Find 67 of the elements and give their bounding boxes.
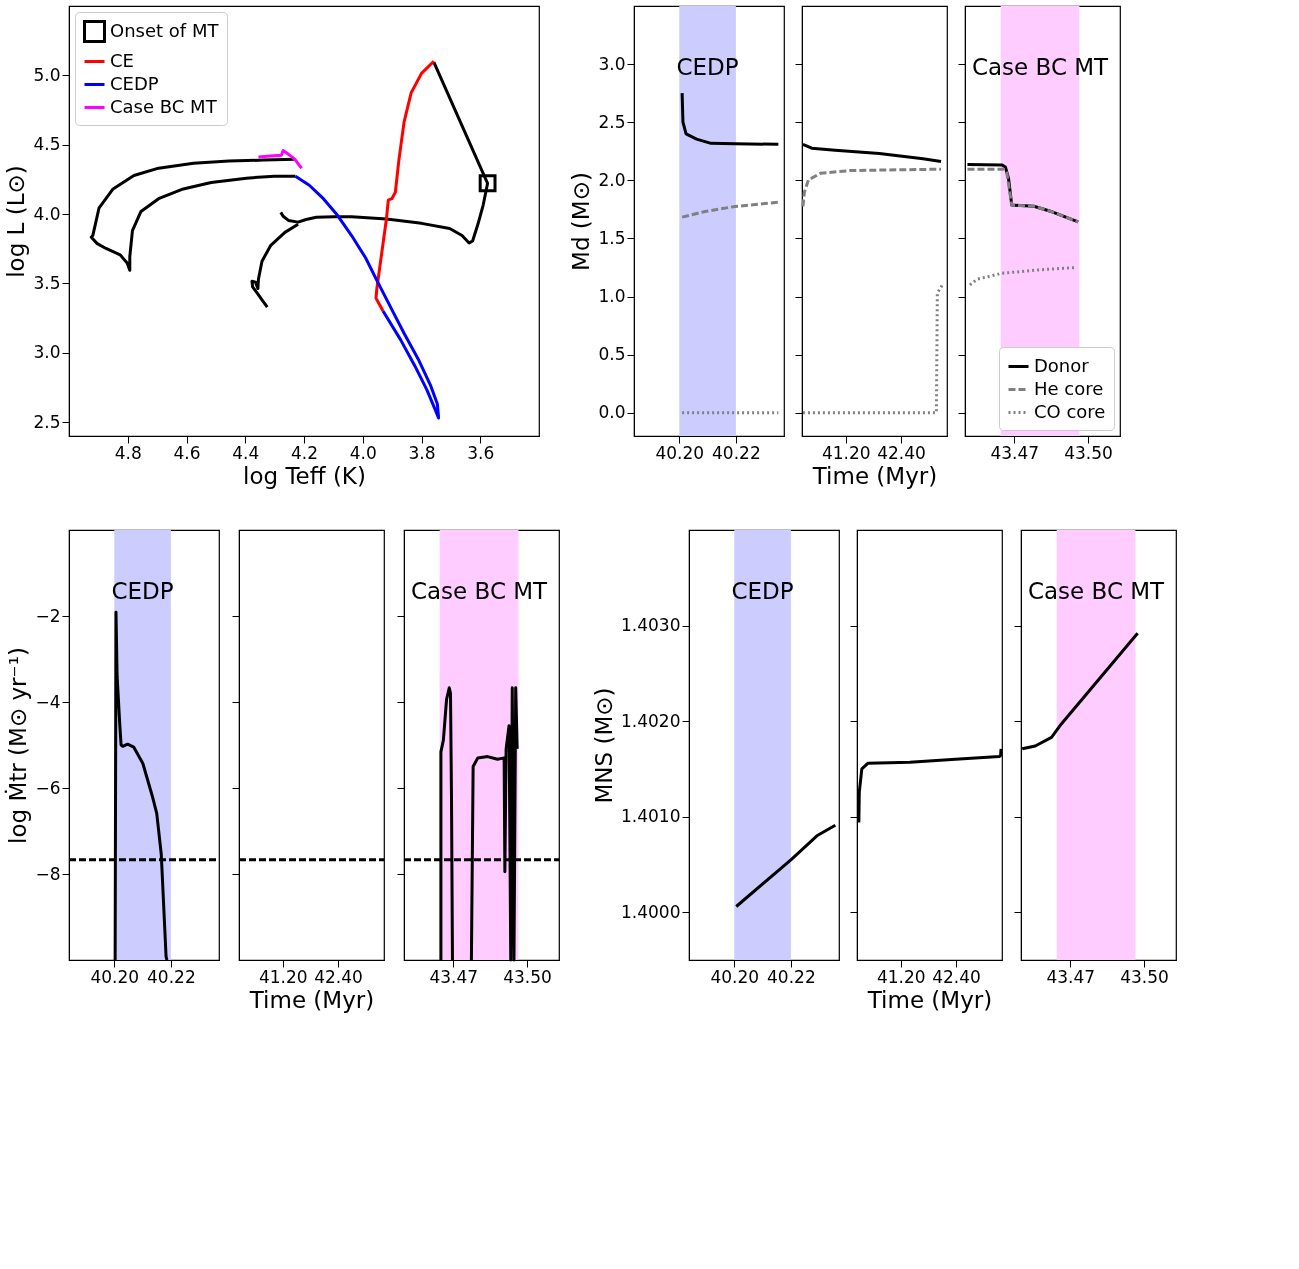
y-tick-label: 4.0 <box>33 203 61 224</box>
x-tick-label: 42.40 <box>877 442 926 463</box>
y-tick-label: 1.0 <box>598 286 626 307</box>
x-tick-label: 40.20 <box>90 966 140 987</box>
x-axis-title: Time (Myr) <box>811 462 938 489</box>
x-tick-label: 40.20 <box>655 442 705 463</box>
y-axis-title: MNS (M⊙) <box>591 687 618 804</box>
band-label: CEDP <box>731 578 794 605</box>
y-tick-label: 1.5 <box>598 227 626 248</box>
legend-label: CEDP <box>110 72 159 94</box>
y-tick-label: 5.0 <box>33 64 61 85</box>
y-tick-label: 1.4010 <box>621 806 681 827</box>
y-tick-label: 3.5 <box>33 272 61 293</box>
y-tick-label: 0.5 <box>598 344 626 365</box>
x-tick-label: 43.47 <box>990 442 1040 463</box>
y-tick-label: 0.0 <box>598 402 626 423</box>
band-label: Case BC MT <box>1027 578 1166 605</box>
x-tick-label: 41.20 <box>876 966 926 987</box>
x-tick-label: 43.47 <box>1046 966 1096 987</box>
x-tick-label: 43.50 <box>503 966 552 987</box>
x-tick-label: 4.2 <box>290 442 319 463</box>
x-tick-label: 42.40 <box>314 966 363 987</box>
legend-label: CO core <box>1034 400 1106 422</box>
band-label: CEDP <box>676 54 739 81</box>
y-axis-title: log L (L⊙) <box>3 165 30 278</box>
y-tick-label: −8 <box>35 863 61 884</box>
x-tick-label: 3.8 <box>408 442 436 463</box>
y-tick-label: −2 <box>35 605 61 626</box>
y-tick-label: 2.5 <box>33 411 61 432</box>
x-tick-label: 4.0 <box>349 442 377 463</box>
y-tick-label: 3.0 <box>598 53 626 74</box>
x-tick-label: 4.6 <box>173 442 201 463</box>
y-tick-label: 4.5 <box>33 134 61 155</box>
y-tick-label: 1.4030 <box>621 615 681 636</box>
x-tick-label: 42.40 <box>932 966 981 987</box>
band-label: Case BC MT <box>971 54 1110 81</box>
legend-label: Donor <box>1034 354 1090 376</box>
y-tick-label: 2.0 <box>598 169 626 190</box>
y-tick-label: 3.0 <box>33 342 61 363</box>
x-tick-label: 43.47 <box>429 966 479 987</box>
y-tick-label: −4 <box>35 691 61 712</box>
x-tick-label: 43.50 <box>1120 966 1169 987</box>
x-tick-label: 4.8 <box>114 442 142 463</box>
x-tick-label: 43.50 <box>1064 442 1113 463</box>
y-axis-title: Md (M⊙) <box>568 172 595 271</box>
x-axis-title: log Teff (K) <box>243 462 366 489</box>
band-label: Case BC MT <box>410 578 549 605</box>
y-tick-label: 1.4020 <box>621 710 681 731</box>
y-tick-label: 2.5 <box>598 111 626 132</box>
band-label: CEDP <box>111 578 174 605</box>
legend-label: Case BC MT <box>110 95 218 117</box>
x-tick-label: 41.20 <box>821 442 871 463</box>
x-tick-label: 40.20 <box>710 966 760 987</box>
x-tick-label: 3.6 <box>467 442 495 463</box>
legend-label: CE <box>110 49 134 71</box>
x-tick-label: 40.22 <box>147 966 196 987</box>
x-axis-title: Time (Myr) <box>248 986 375 1013</box>
x-tick-label: 40.22 <box>767 966 816 987</box>
x-tick-label: 41.20 <box>258 966 308 987</box>
y-axis-title: log Ṁtr (M⊙ yr⁻¹) <box>4 647 32 844</box>
x-axis-title: Time (Myr) <box>866 986 993 1013</box>
y-tick-label: 1.4000 <box>621 901 681 922</box>
x-tick-label: 40.22 <box>712 442 761 463</box>
legend-label: Onset of MT <box>110 19 220 41</box>
y-tick-label: −6 <box>35 777 61 798</box>
x-tick-label: 4.4 <box>232 442 260 463</box>
legend-label: He core <box>1034 377 1104 399</box>
